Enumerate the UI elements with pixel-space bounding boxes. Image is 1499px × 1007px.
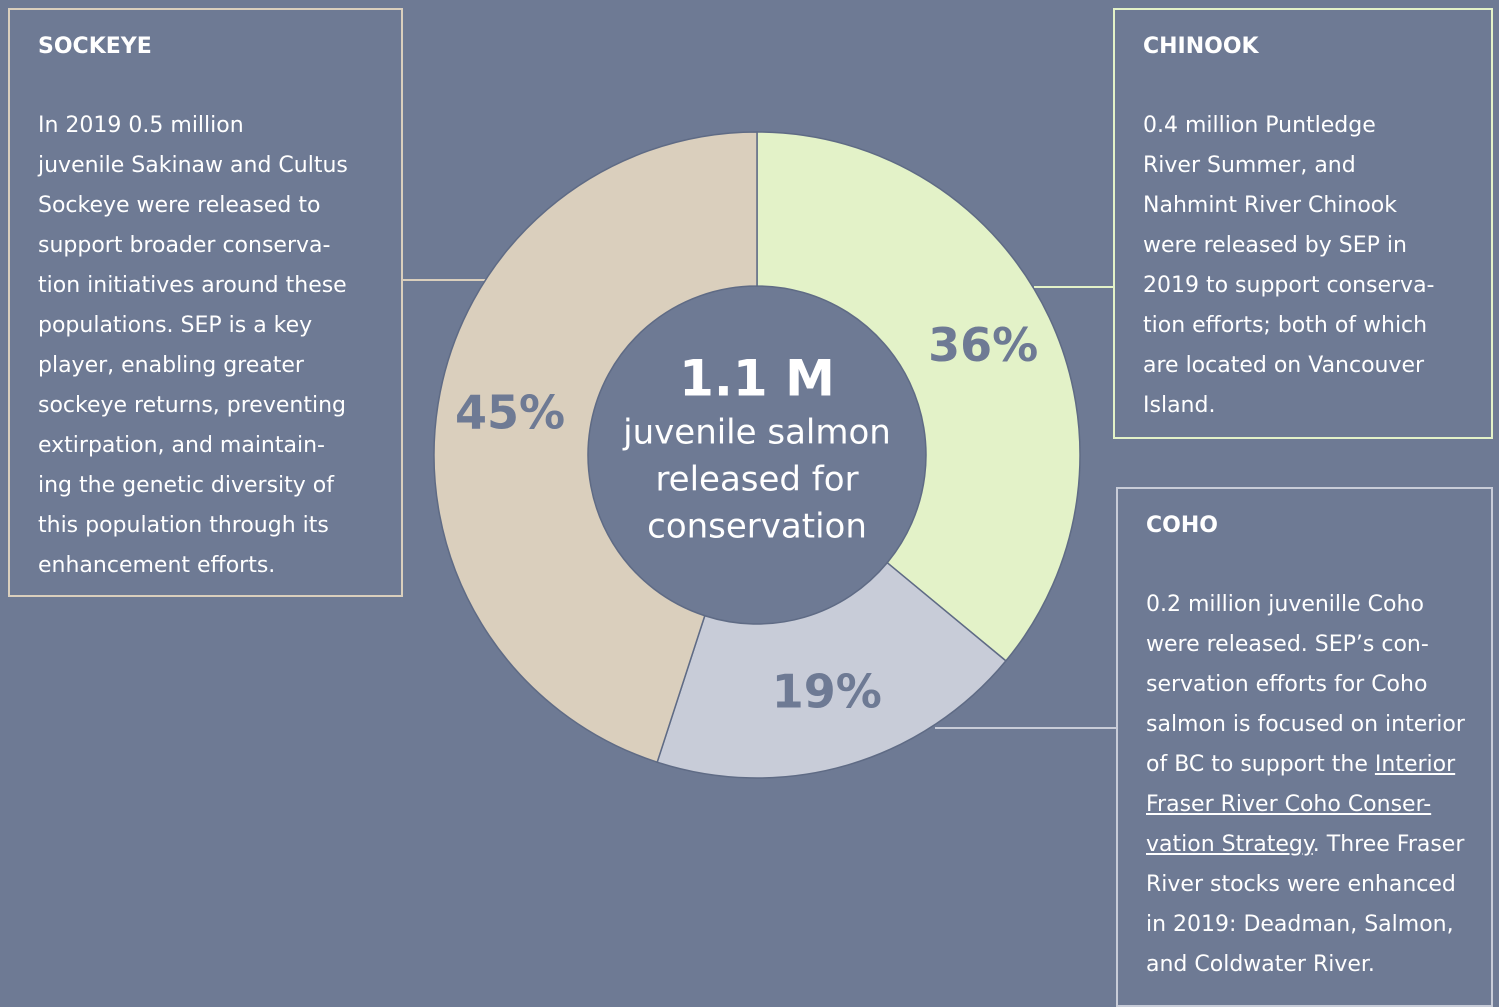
center-text: conservation — [647, 507, 867, 547]
value-label: 45% — [455, 385, 565, 439]
text-line: populations. SEP is a key — [38, 313, 313, 338]
annotation-body: 0.2 million juvenille Coho were released.… — [1146, 585, 1465, 985]
text-line: 2019 to support conserva- — [1143, 273, 1435, 298]
center-text: released for — [655, 460, 858, 500]
text-line: tion initiatives around these — [38, 273, 347, 298]
text-line: Nahmint River Chinook — [1143, 193, 1397, 218]
slice — [433, 131, 758, 764]
text-line: enhancement efforts. — [38, 553, 276, 578]
text-line: 0.4 million Puntledge — [1143, 113, 1376, 138]
text-line: sockeye returns, preventing — [38, 393, 346, 418]
annotation-box: COHO 0.2 million juvenille Coho were relea… — [1116, 487, 1493, 1007]
link[interactable]: Interior — [1374, 752, 1456, 777]
text-line: are located on Vancouver — [1143, 353, 1425, 378]
value-label: 19% — [772, 665, 882, 719]
text-line: player, enabling greater — [38, 353, 304, 378]
center-title: 1.1 M — [679, 350, 835, 408]
slice — [756, 131, 1081, 662]
text-line: in 2019: Deadman, Salmon, — [1146, 912, 1454, 937]
text-line: ing the genetic diversity of — [38, 473, 335, 498]
text-line: and Coldwater River. — [1146, 952, 1375, 977]
annotation-body: In 2019 0.5 million juvenile Sakinaw and … — [38, 106, 348, 586]
text-line: vation Strategy. Three Fraser — [1146, 825, 1465, 865]
text-line: were released. SEP’s con- — [1146, 632, 1429, 657]
text-line: Sockeye were released to — [38, 193, 321, 218]
text-line: extirpation, and maintain- — [38, 433, 325, 458]
annotation-title: SOCKEYE — [38, 34, 152, 59]
annotation-box: SOCKEYE In 2019 0.5 million juvenile Sakin… — [8, 8, 403, 597]
text: of BC to support the — [1146, 752, 1375, 777]
text: . Three Fraser — [1312, 832, 1465, 857]
text-line: this population through its — [38, 513, 329, 538]
text-line: support broader conserva- — [38, 233, 331, 258]
annotation-title: CHINOOK — [1143, 34, 1259, 59]
link[interactable]: Fraser River Coho Conser- — [1146, 792, 1432, 817]
annotation-title: COHO — [1146, 513, 1218, 538]
text-line: of BC to support the Interior — [1146, 745, 1465, 785]
text-line: salmon is focused on interior — [1146, 712, 1465, 737]
text-line: In 2019 0.5 million — [38, 113, 244, 138]
link[interactable]: vation Strategy — [1146, 832, 1313, 857]
text-line: servation efforts for Coho — [1146, 672, 1428, 697]
text-line: 0.2 million juvenille Coho — [1146, 592, 1424, 617]
slice — [656, 561, 1007, 779]
text-line: tion efforts; both of which — [1143, 313, 1428, 338]
value-label: 36% — [928, 318, 1038, 372]
text-line: Island. — [1143, 393, 1216, 418]
text-line: Fraser River Coho Conser- — [1146, 785, 1465, 825]
text-line: River stocks were enhanced — [1146, 872, 1456, 897]
text-line: River Summer, and — [1143, 153, 1356, 178]
annotation-box: CHINOOK 0.4 million Puntledge River Summer… — [1113, 8, 1493, 439]
center-text: juvenile salmon — [622, 413, 891, 453]
text-line: juvenile Sakinaw and Cultus — [38, 153, 348, 178]
annotation-body: 0.4 million Puntledge River Summer, and Na… — [1143, 106, 1435, 426]
text-line: were released by SEP in — [1143, 233, 1407, 258]
